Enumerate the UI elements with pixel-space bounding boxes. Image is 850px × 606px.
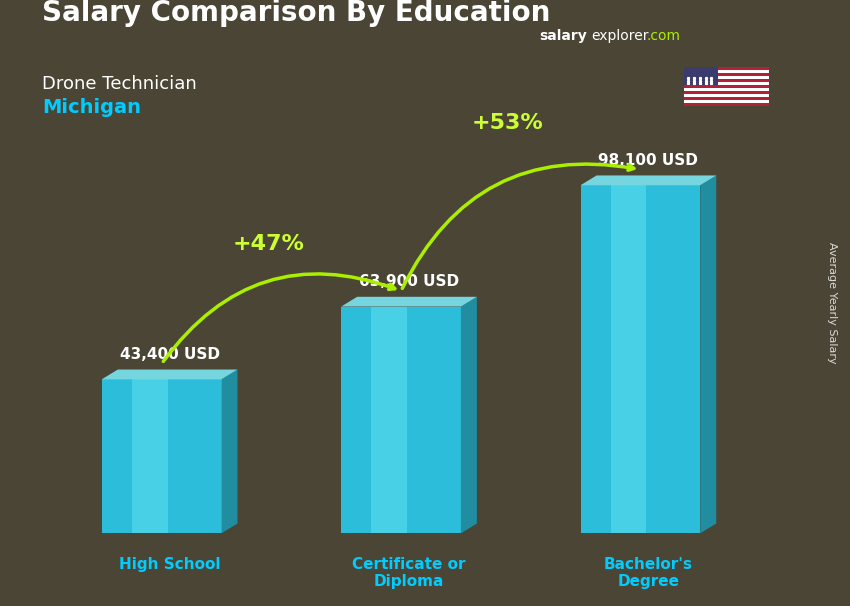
Polygon shape [132,379,167,533]
Text: +53%: +53% [472,113,544,133]
Text: Bachelor's
Degree: Bachelor's Degree [604,557,693,589]
Bar [684,94,769,97]
Polygon shape [222,370,237,533]
Bar [684,82,769,85]
Polygon shape [700,176,717,533]
Polygon shape [341,307,461,533]
Polygon shape [341,297,477,307]
Bar [684,100,769,103]
Polygon shape [102,370,237,379]
Text: explorer: explorer [591,29,649,43]
Bar [684,97,769,100]
Text: 43,400 USD: 43,400 USD [120,347,219,362]
Text: Michigan: Michigan [42,98,141,117]
Text: Drone Technician: Drone Technician [42,75,196,93]
Bar [684,103,769,106]
Text: .com: .com [646,29,680,43]
Text: High School: High School [119,557,220,571]
Text: 63,900 USD: 63,900 USD [359,274,459,289]
Bar [684,91,769,94]
Text: salary: salary [540,29,587,43]
Bar [684,67,769,70]
Text: Salary Comparison By Education: Salary Comparison By Education [42,0,550,27]
Text: +47%: +47% [233,234,304,254]
Bar [684,70,769,73]
Polygon shape [461,297,477,533]
Polygon shape [581,176,717,185]
Bar [684,79,769,82]
Polygon shape [102,379,222,533]
Text: 98,100 USD: 98,100 USD [598,153,699,168]
Text: Average Yearly Salary: Average Yearly Salary [827,242,837,364]
Polygon shape [581,185,700,533]
Bar [684,73,769,76]
Bar [684,88,769,91]
Bar [684,76,769,79]
Bar [684,85,769,88]
Text: Certificate or
Diploma: Certificate or Diploma [352,557,466,589]
Polygon shape [371,307,407,533]
Polygon shape [610,185,647,533]
